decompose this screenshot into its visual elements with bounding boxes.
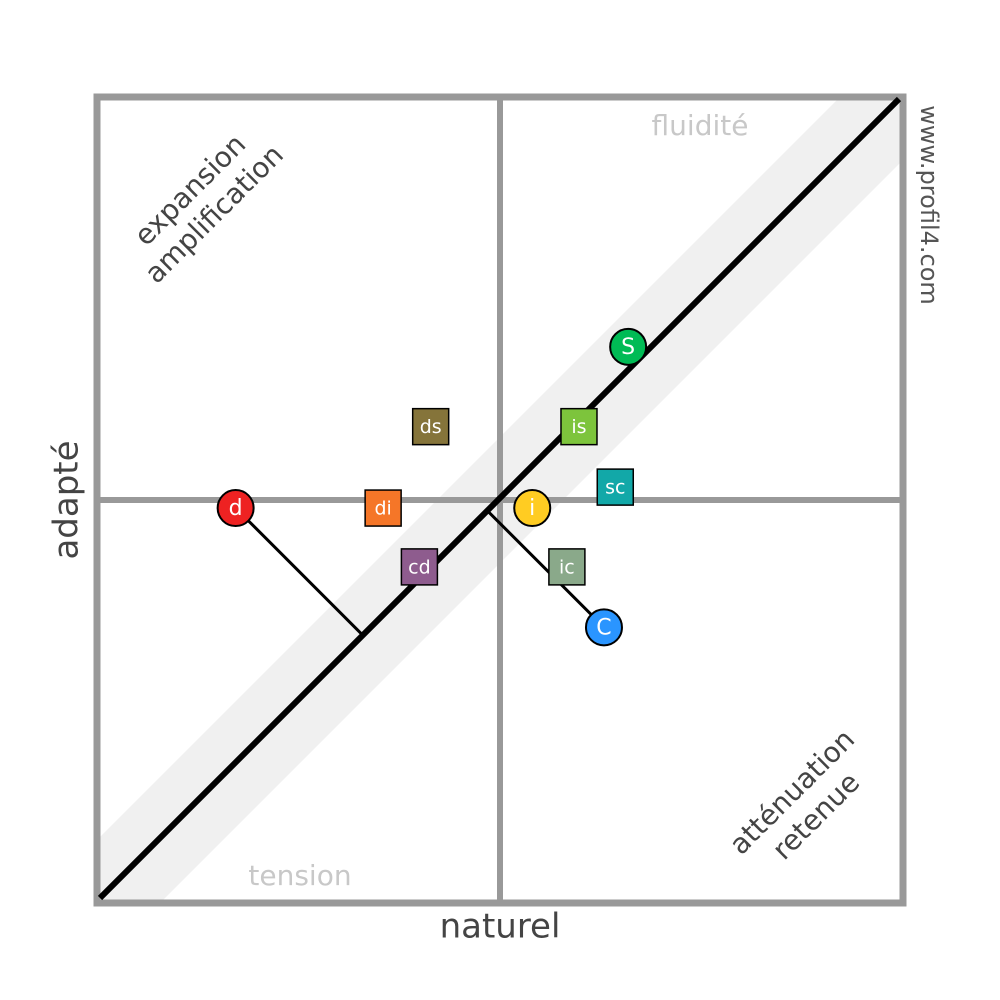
quadrant-label: tension [248,859,351,892]
point-marker [584,608,623,647]
projection-line [487,510,606,629]
quadrant-label: fluidité [652,109,749,142]
projection-line [234,506,365,638]
point-label: S [621,335,635,360]
quadrant-label-top-left: expansion amplification [128,128,290,290]
point-label: ic [559,556,575,578]
point-marker [596,468,635,506]
diagonal [97,96,902,901]
x-axis-label: naturel [440,907,561,947]
point-marker [609,327,648,366]
watermark: www.profil4.com [915,105,943,305]
point-label: C [596,615,611,640]
point-marker [548,548,586,586]
point-label: cd [408,556,431,578]
point-marker [364,489,402,527]
point-label: ds [420,416,442,438]
point-marker [216,489,255,528]
point-marker [513,489,552,528]
point-marker [411,407,450,446]
point-marker [560,407,598,446]
quadrant-label-bottom-right: atténuation retenue [723,723,866,866]
point-label: is [571,416,586,438]
point-label: i [529,496,535,521]
plot-border [93,93,907,907]
point-label: d [229,496,243,521]
point-marker [400,548,439,586]
point-label: di [374,498,391,520]
point-label: sc [605,477,625,499]
y-axis-label: adapté [47,440,87,559]
